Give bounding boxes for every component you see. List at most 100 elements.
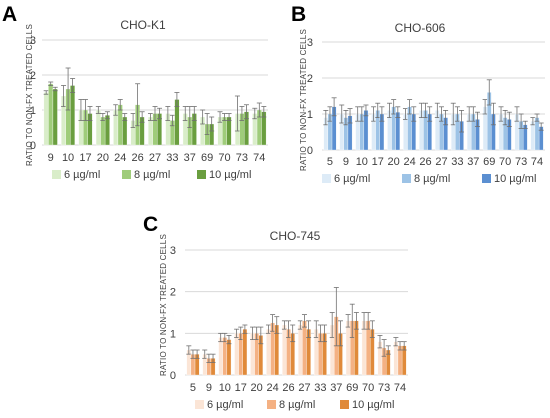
panel-c-bar: [234, 333, 239, 376]
panel-a-bar: [104, 115, 110, 146]
panel-a-category-label: 37: [184, 152, 196, 164]
panel-c-legend-label: 8 µg/ml: [279, 399, 315, 411]
panel-b-category-label: 10: [356, 156, 368, 168]
panel-a-legend-label: 10 µg/ml: [209, 169, 251, 181]
panel-c-category-label: 9: [206, 382, 212, 394]
panel-c-bar: [393, 341, 399, 376]
panel-b-letter: B: [291, 3, 306, 26]
panel-c-category-label: 24: [266, 382, 278, 394]
panel-b-ytick-label: 2: [307, 73, 313, 85]
panel-c-ytick-label: 3: [170, 245, 176, 257]
panel-a-category-label: 24: [114, 152, 126, 164]
panel-a-bar: [226, 116, 232, 146]
panel-c-ytick-label: 2: [170, 287, 176, 299]
panel-c-ylabel: RATIO TO NON-FX TREATED CELLS: [159, 234, 168, 376]
panel-a-category-label: 27: [149, 152, 161, 164]
panel-c-category-label: 69: [346, 382, 358, 394]
panel-b-bar: [363, 110, 369, 151]
panel-b-ytick-label: 0: [307, 145, 313, 157]
panel-c-category-label: 73: [378, 382, 390, 394]
panel-a-category-label: 69: [201, 152, 213, 164]
panel-b-category-label: 17: [372, 156, 384, 168]
panel-a-category-label: 73: [236, 152, 248, 164]
panel-a-category-label: 26: [131, 152, 143, 164]
panel-c-category-label: 20: [251, 382, 263, 394]
panel-b-category-label: 70: [499, 156, 511, 168]
panel-a-legend-swatch: [197, 170, 206, 179]
panel-a-ylabel: RATIO TO NON-FX TREATED CELLS: [25, 24, 34, 166]
panel-c-bar: [298, 324, 303, 376]
panel-c-ytick-label: 1: [170, 328, 176, 340]
panel-a-category-label: 17: [79, 152, 91, 164]
panel-a-bar: [117, 104, 123, 146]
panel-c-category-label: 33: [314, 382, 326, 394]
panel-c-category-label: 27: [298, 382, 310, 394]
panel-b-category-label: 5: [327, 156, 333, 168]
panel-c-bar: [266, 329, 271, 376]
panel-c-legend-label: 10 µg/ml: [352, 399, 394, 411]
panel-a-ytick-label: 0: [30, 140, 36, 152]
panel-c-legend-swatch: [195, 400, 204, 409]
panel-a-bar: [222, 116, 227, 146]
panel-b-title: CHO-606: [395, 21, 446, 35]
panel-a-legend-label: 8 µg/ml: [134, 169, 170, 181]
panel-c-category-label: 74: [394, 382, 406, 394]
panel-c-category-label: 10: [219, 382, 231, 394]
panel-a-plot: 0 1 2 3 9 10 17 20 24 26 27 33 37 69 70 73 74 6 µg/ml 8 µg…: [30, 35, 268, 181]
panel-c-bar: [242, 329, 248, 376]
panel-a-ytick-label: 1: [30, 105, 36, 117]
panel-a-legend-swatch: [122, 170, 131, 179]
panel-a-category-label: 9: [48, 152, 54, 164]
panel-a-bar: [95, 109, 101, 146]
panel-a-bar: [70, 85, 76, 146]
panel-b-ytick-label: 1: [307, 109, 313, 121]
panel-a-bar: [43, 92, 49, 146]
panel-b-legend-label: 10 µg/ml: [494, 173, 536, 185]
panel-c-legend-label: 6 µg/ml: [207, 399, 243, 411]
panel-b: B CHO-606 RATIO TO NON-FX TREATED CELLS: [291, 3, 446, 171]
panel-b-category-label: 20: [388, 156, 400, 168]
panel-c-bar: [302, 320, 307, 376]
panel-a-bar: [100, 116, 106, 146]
panel-a-bar: [48, 83, 54, 146]
panel-c-legend-swatch: [340, 400, 349, 409]
panel-b-category-label: 69: [483, 156, 495, 168]
panel-a-title: CHO-K1: [120, 18, 166, 32]
panel-c-category-label: 37: [330, 382, 342, 394]
panel-b-category-label: 27: [435, 156, 447, 168]
panel-a-category-label: 74: [253, 152, 265, 164]
panel-a-ytick-label: 3: [30, 35, 36, 47]
panel-c-bar: [282, 324, 287, 376]
panel-b-category-label: 33: [451, 156, 463, 168]
panel-a-category-label: 70: [218, 152, 230, 164]
panel-a-letter: A: [2, 3, 17, 26]
panel-a-bar: [52, 88, 58, 146]
panel-c-category-label: 26: [282, 382, 294, 394]
panel-b-legend-swatch: [482, 174, 491, 183]
panel-a-category-label: 33: [166, 152, 178, 164]
panel-c-letter: C: [143, 213, 158, 236]
panel-a-category-label: 10: [62, 152, 74, 164]
panel-a-bar: [148, 116, 153, 146]
panel-b-ytick-label: 3: [307, 37, 313, 49]
panel-a: A CHO-K1 RATIO TO NON-FX TREATED CELLS: [2, 3, 166, 166]
panel-c-bar: [226, 339, 232, 376]
panel-b-bar: [530, 121, 536, 151]
panel-b-legend-label: 8 µg/ml: [414, 173, 450, 185]
panel-a-bar: [122, 116, 128, 146]
panel-b-category-label: 24: [403, 156, 415, 168]
panel-b-legend-swatch: [402, 174, 411, 183]
panel-c-legend-swatch: [267, 400, 276, 409]
panel-c: C CHO-745 RATIO TO NON-FX TREATED CELLS: [143, 213, 321, 376]
panel-a-legend-label: 6 µg/ml: [64, 169, 100, 181]
panel-a-legend-swatch: [52, 170, 61, 179]
panel-b-category-label: 37: [467, 156, 479, 168]
panel-c-bar: [218, 337, 223, 376]
panel-a-ytick-label: 2: [30, 70, 36, 82]
panel-c-plot: 0 1 2 3 5 9 10 17 20 24 26 27 33 37 69 70 73 74 6 µg/ml 8 µ…: [170, 245, 408, 411]
panel-c-category-label: 70: [362, 382, 374, 394]
panel-b-bar: [534, 117, 540, 151]
panel-c-category-label: 17: [235, 382, 247, 394]
panel-c-ytick-label: 0: [170, 370, 176, 382]
